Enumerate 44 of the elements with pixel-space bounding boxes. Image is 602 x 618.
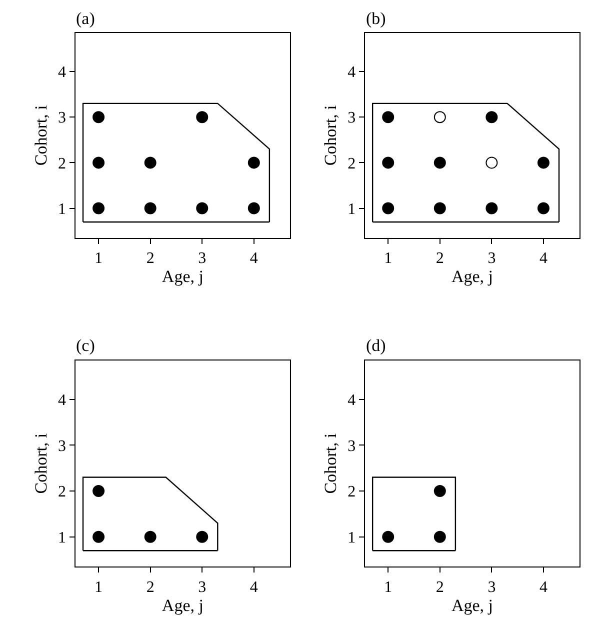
x-tick-label: 4 xyxy=(539,250,548,268)
chart-title: (b) xyxy=(366,9,386,28)
x-tick-label: 3 xyxy=(198,578,206,596)
y-tick-label: 2 xyxy=(348,484,356,501)
y-tick-label: 1 xyxy=(58,200,66,218)
x-tick-label: 2 xyxy=(436,250,444,268)
y-tick-label: 1 xyxy=(348,529,356,546)
y-tick-label: 4 xyxy=(58,64,66,82)
y-tick-label: 4 xyxy=(58,392,66,409)
x-tick-label: 1 xyxy=(384,250,392,268)
y-tick-label: 4 xyxy=(348,392,356,409)
y-tick-label: 3 xyxy=(348,438,356,455)
y-tick-label: 3 xyxy=(58,438,66,455)
y-tick-label: 1 xyxy=(58,529,66,546)
x-tick-label: 4 xyxy=(250,250,258,268)
y-tick-label: 2 xyxy=(58,155,66,172)
x-tick-label: 4 xyxy=(539,578,548,596)
y-axis-title: Cohort, i xyxy=(321,433,340,494)
y-tick-label: 3 xyxy=(58,110,66,127)
x-tick-label: 2 xyxy=(146,578,154,596)
chart-title: (d) xyxy=(366,336,386,355)
x-tick-label: 2 xyxy=(436,578,444,596)
x-tick-label: 2 xyxy=(146,250,154,268)
chart-title: (a) xyxy=(76,9,95,28)
y-tick-label: 4 xyxy=(348,64,356,82)
y-tick-label: 2 xyxy=(58,484,66,501)
y-axis-title: Cohort, i xyxy=(32,433,51,494)
x-axis-title: Age, j xyxy=(162,267,204,286)
x-axis-title: Age, j xyxy=(451,267,494,286)
y-axis-title: Cohort, i xyxy=(321,104,340,166)
x-axis-title: Age, j xyxy=(451,596,494,615)
y-tick-label: 1 xyxy=(348,200,356,218)
y-tick-label: 3 xyxy=(348,110,356,127)
chart-title: (c) xyxy=(76,336,95,355)
x-tick-label: 1 xyxy=(384,578,392,596)
x-tick-label: 3 xyxy=(488,578,496,596)
x-tick-label: 4 xyxy=(250,578,258,596)
x-tick-label: 1 xyxy=(94,250,103,268)
x-tick-label: 3 xyxy=(488,250,496,268)
y-axis-title: Cohort, i xyxy=(32,104,51,166)
y-tick-label: 2 xyxy=(348,155,356,172)
x-axis-title: Age, j xyxy=(162,596,204,615)
x-tick-label: 3 xyxy=(198,250,206,268)
x-tick-label: 1 xyxy=(94,578,103,596)
